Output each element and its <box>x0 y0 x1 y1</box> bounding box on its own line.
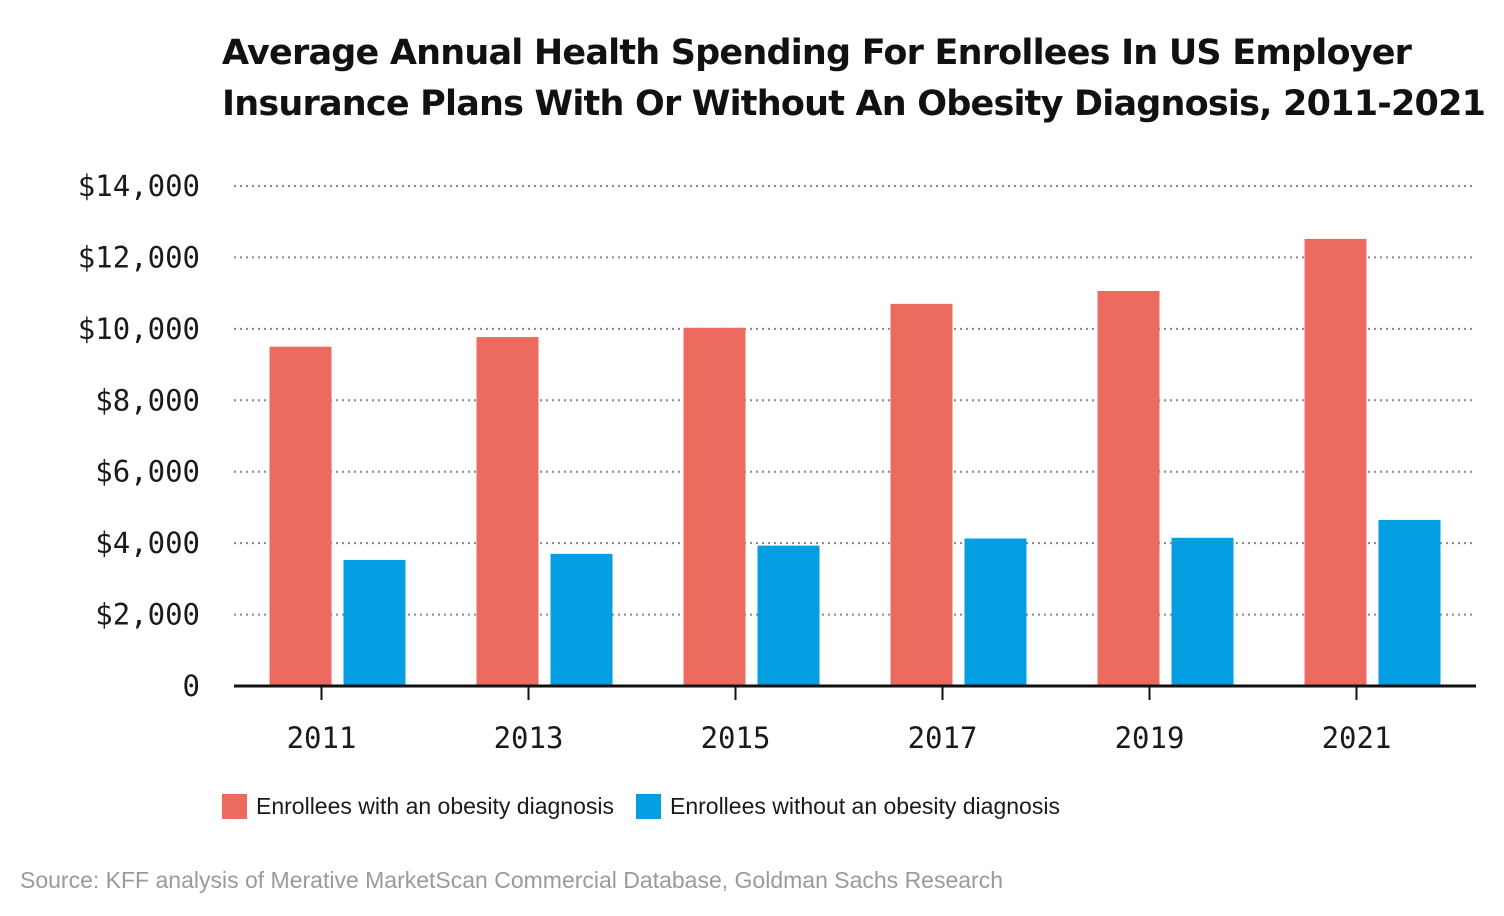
gridlines <box>234 185 1476 616</box>
bar-without-obesity-2017 <box>964 538 1027 686</box>
legend-label: Enrollees with an obesity diagnosis <box>256 793 614 819</box>
x-tick-label: 2013 <box>494 721 564 755</box>
y-tick-label: $14,000 <box>78 169 200 203</box>
bar-without-obesity-2019 <box>1171 537 1234 686</box>
bar-with-obesity-2011 <box>269 346 332 686</box>
bar-with-obesity-2015 <box>683 327 746 686</box>
x-tick-label: 2011 <box>287 721 357 755</box>
bar-without-obesity-2021 <box>1378 519 1441 686</box>
bar-without-obesity-2015 <box>757 545 820 686</box>
bar-with-obesity-2021 <box>1304 238 1367 686</box>
legend-item-without-obesity: Enrollees without an obesity diagnosis <box>635 793 1060 820</box>
x-tick-label: 2019 <box>1115 721 1185 755</box>
legend-label: Enrollees without an obesity diagnosis <box>669 793 1060 819</box>
x-tick-label: 2021 <box>1322 721 1392 755</box>
y-tick-label: $4,000 <box>95 526 200 560</box>
bars <box>269 238 1441 686</box>
x-tick-label: 2015 <box>701 721 771 755</box>
legend-swatch <box>222 794 247 819</box>
bar-without-obesity-2011 <box>343 559 406 686</box>
bar-with-obesity-2017 <box>890 303 953 686</box>
bar-with-obesity-2013 <box>476 337 539 686</box>
legend: Enrollees with an obesity diagnosis Enro… <box>222 793 1082 820</box>
y-axis-tick-labels: 0 $2,000 $4,000 $6,000 $8,000 $10,000 $12,000 $… <box>78 169 200 703</box>
x-tick-label: 2017 <box>908 721 978 755</box>
chart-title: Average Annual Health Spending For Enrol… <box>222 33 1486 124</box>
y-tick-label: $12,000 <box>78 240 200 274</box>
y-tick-label: $10,000 <box>78 312 200 346</box>
legend-item-with-obesity: Enrollees with an obesity diagnosis <box>222 793 614 820</box>
y-tick-label: $8,000 <box>95 383 200 417</box>
y-tick-label: $2,000 <box>95 598 200 632</box>
y-tick-label: 0 <box>183 669 200 703</box>
x-axis: 2011 2013 2015 2017 2019 2021 <box>234 684 1476 755</box>
source-note: Source: KFF analysis of Merative MarketS… <box>20 867 1004 893</box>
bar-without-obesity-2013 <box>550 553 613 686</box>
y-tick-label: $6,000 <box>95 455 200 489</box>
bar-with-obesity-2019 <box>1097 291 1160 686</box>
legend-swatch <box>635 794 661 819</box>
